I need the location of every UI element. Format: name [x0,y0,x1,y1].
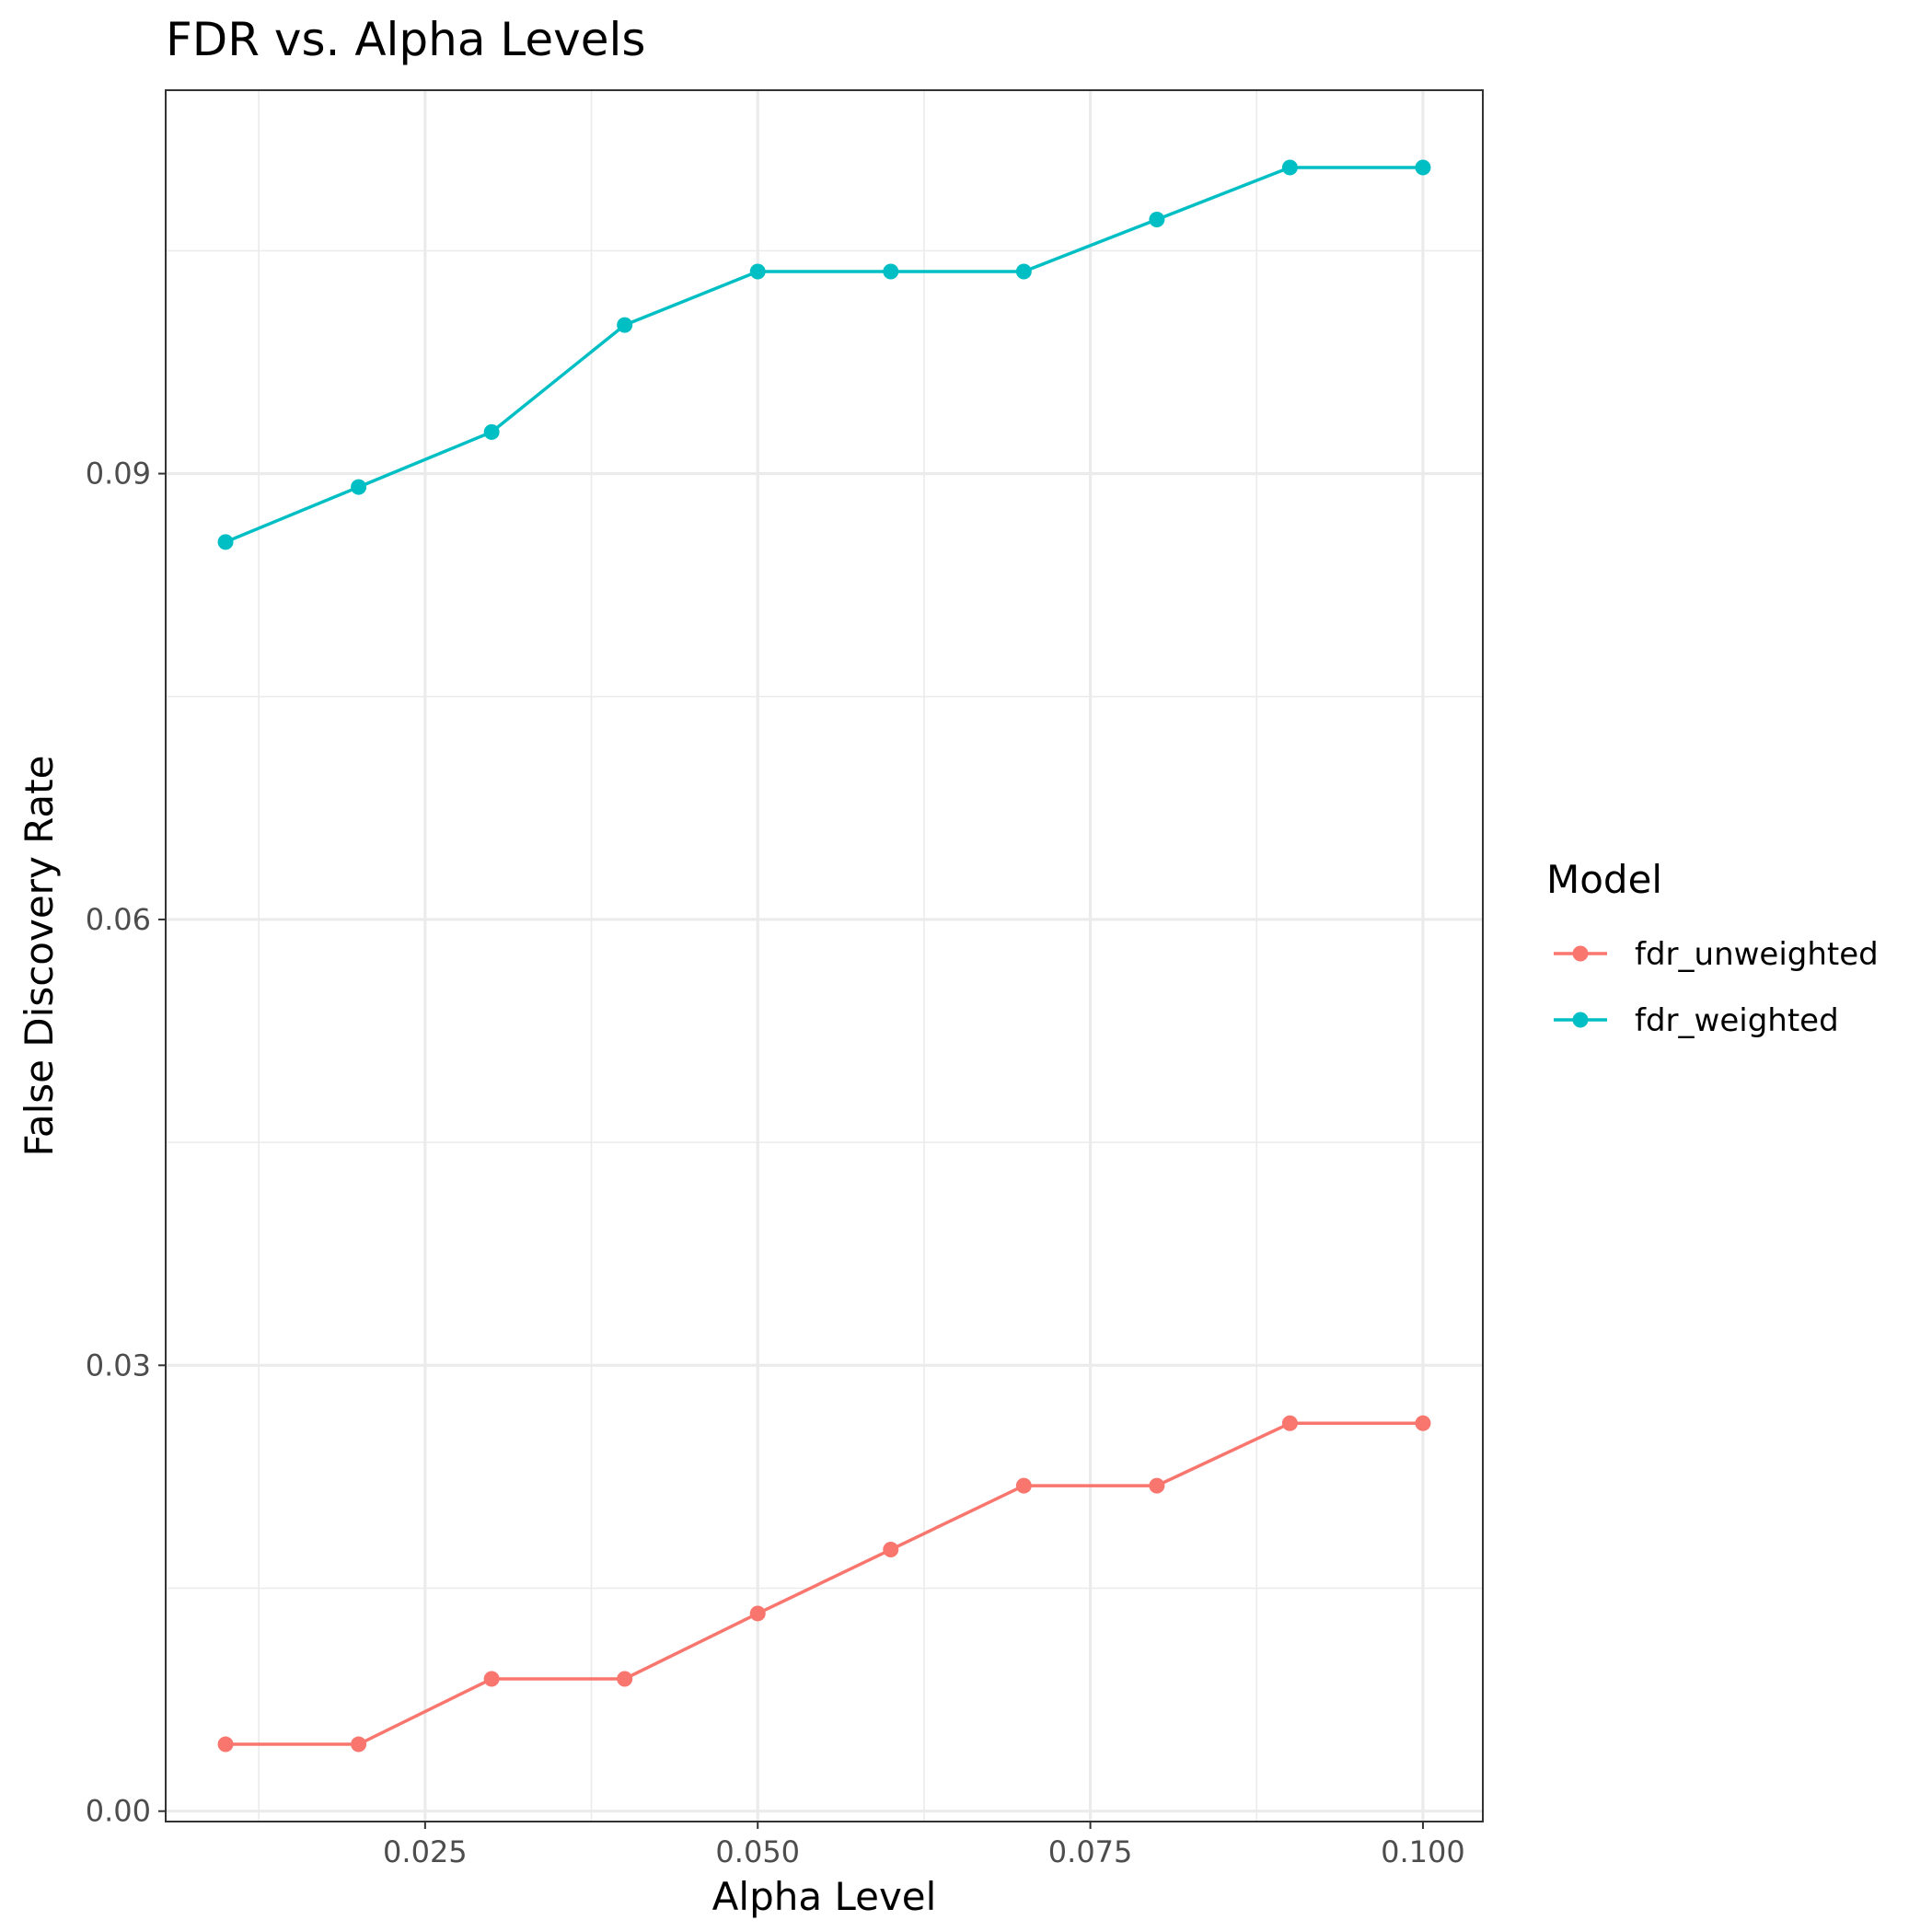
y-tick-label-2: 0.06 [86,902,151,937]
data-point-fdr_weighted-5 [883,263,899,280]
legend-item-fdr_weighted: fdr_weighted [1554,1002,1839,1039]
data-point-fdr_weighted-1 [351,479,367,495]
x-tick-label-0: 0.025 [383,1834,468,1869]
data-point-fdr_unweighted-6 [1015,1477,1032,1494]
legend-key-point-fdr_unweighted [1572,945,1589,962]
legend: Model fdr_unweighted fdr_weighted [1546,857,1879,1039]
data-point-fdr_weighted-7 [1149,211,1165,227]
data-point-fdr_unweighted-5 [883,1542,899,1558]
panel-background [166,90,1483,1822]
minor-gridlines [166,90,1483,1822]
data-point-fdr_unweighted-8 [1281,1415,1298,1431]
y-axis: 0.00 0.03 0.06 0.09 [86,457,166,1829]
legend-items: fdr_unweighted fdr_weighted [1554,936,1879,1039]
panel-border [165,89,1484,1822]
data-point-fdr_weighted-0 [217,534,234,550]
x-tick-label-1: 0.050 [715,1834,800,1869]
data-point-fdr_weighted-8 [1281,159,1298,176]
series-fdr_weighted [217,159,1431,550]
legend-label-fdr_unweighted: fdr_unweighted [1635,936,1879,973]
data-point-fdr_unweighted-1 [351,1736,367,1753]
data-point-fdr_unweighted-3 [617,1671,633,1687]
legend-key-point-fdr_weighted [1572,1012,1589,1028]
legend-item-fdr_unweighted: fdr_unweighted [1554,936,1879,973]
major-gridlines [166,90,1483,1822]
data-point-fdr_weighted-3 [617,317,633,333]
data-point-fdr_unweighted-7 [1149,1477,1165,1494]
series-layer [217,159,1431,1753]
data-point-fdr_unweighted-0 [217,1736,234,1753]
data-point-fdr_weighted-6 [1015,263,1032,280]
legend-title: Model [1546,857,1662,902]
data-point-fdr_unweighted-2 [483,1671,500,1687]
y-tick-label-1: 0.03 [86,1348,151,1382]
x-tick-label-3: 0.100 [1381,1834,1465,1869]
data-point-fdr_unweighted-4 [749,1605,766,1622]
data-point-fdr_weighted-9 [1415,159,1431,176]
y-tick-label-3: 0.09 [86,457,151,492]
x-axis-title: Alpha Level [712,1874,937,1919]
x-tick-label-2: 0.075 [1048,1834,1133,1869]
series-line-fdr_weighted [225,166,1423,544]
series-fdr_unweighted [217,1415,1431,1753]
y-tick-label-0: 0.00 [86,1794,151,1829]
data-point-fdr_unweighted-9 [1415,1415,1431,1431]
series-line-fdr_unweighted [226,1421,1423,1746]
data-point-fdr_weighted-4 [749,263,766,280]
data-point-fdr_weighted-2 [483,423,500,440]
plot-panel [165,89,1484,1822]
chart-title: FDR vs. Alpha Levels [166,13,645,66]
legend-label-fdr_weighted: fdr_weighted [1635,1002,1839,1039]
y-axis-title: False Discovery Rate [17,756,62,1157]
x-axis: 0.025 0.050 0.075 0.100 [383,1822,1465,1869]
